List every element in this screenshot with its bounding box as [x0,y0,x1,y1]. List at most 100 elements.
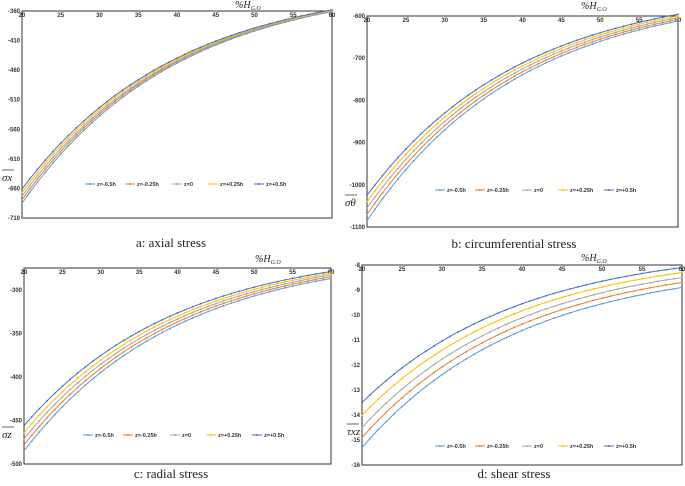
series-point [284,283,286,285]
series-point [661,16,664,19]
series-point [641,277,643,280]
legend-label: z=0 [184,182,193,188]
series-point [83,124,85,127]
y-tick-label: -300 [10,288,23,294]
plot-area [23,267,332,465]
series-point [83,122,85,125]
series-point [433,363,435,366]
series-point [145,73,147,76]
series-point [669,14,672,17]
legend-label: z=-0.25h [137,182,159,188]
series-point [506,79,508,82]
series-point [389,187,392,190]
series-point [107,361,110,364]
series-point [544,51,547,54]
series-point [52,153,54,156]
y-tick-label: -13 [351,388,360,394]
series-point [184,311,187,314]
series-point [521,302,523,305]
series-point [459,115,462,118]
series-point [114,102,116,105]
series-point [161,318,164,321]
series-point [276,282,279,285]
series-point [576,48,578,51]
legend-label: z=-0.5h [447,188,466,194]
series-point [145,340,148,342]
series-point [366,200,368,203]
series-point [681,281,683,284]
legend-label: z=+0.25h [570,188,594,194]
series-point [625,286,627,289]
series-point [152,75,155,78]
series-point [389,170,392,173]
series-point [115,352,117,355]
series-point [153,332,156,335]
series-point [474,96,477,99]
series-point [168,61,171,63]
series-point [28,191,31,194]
series-point [199,305,202,308]
series-point [276,20,279,23]
series-point [253,290,256,293]
series-point [505,330,507,333]
series-point [428,125,431,128]
y-tick-label: -12 [351,363,360,369]
series-point [46,399,48,402]
series-point [268,286,271,289]
series-point [36,178,39,180]
series-point [129,87,132,90]
y-tick-label: -560 [8,127,21,133]
series-point [245,29,248,32]
series-point [83,126,85,129]
series-point [657,275,659,278]
series-point [577,285,579,288]
series-point [199,46,202,49]
series-point [69,398,71,401]
series-point [122,347,125,350]
series-point [482,97,485,100]
series-point [75,129,78,132]
series-point [497,340,499,343]
series-point [617,282,619,285]
series-point [122,351,125,353]
series-point [649,292,651,294]
series-point [425,385,427,388]
series-point [44,168,47,171]
legend-label: z=+0.25h [220,182,244,188]
series-point [641,288,643,291]
series-point [545,314,547,316]
series-point [506,70,508,72]
series-point [459,111,462,114]
series-point [361,426,363,429]
series-point [52,162,54,164]
series-point [46,416,48,419]
series-point [601,297,603,300]
series-point [576,41,578,44]
series-point [381,197,384,200]
series-point [665,284,667,286]
series-point [106,100,109,103]
series-point [176,59,178,62]
x-tick-label: 50 [251,13,258,19]
y-tick-label: -15 [351,438,360,444]
series-point [153,335,156,338]
series-point [369,406,371,408]
series-point [191,316,194,319]
y-tick-label: -1000 [350,183,366,189]
series-point [443,124,446,127]
series-point [284,285,286,287]
series-point [145,333,148,336]
series-point [397,177,399,180]
chart-panel-shear: 20 25 30 35 40 45 50 55 60 -8 -9 -10 -11 -12 -13 -14 -15… [343,250,685,486]
series-point [30,422,33,425]
series-point [521,62,524,64]
x-tick-label: 25 [57,13,64,19]
series-point [467,105,469,108]
series-point [638,23,641,26]
series-point [238,295,240,297]
series-point [673,267,675,270]
series-point [98,110,101,113]
series-point [268,290,271,293]
series-point [467,98,469,100]
x-tick-label: 55 [636,18,643,24]
